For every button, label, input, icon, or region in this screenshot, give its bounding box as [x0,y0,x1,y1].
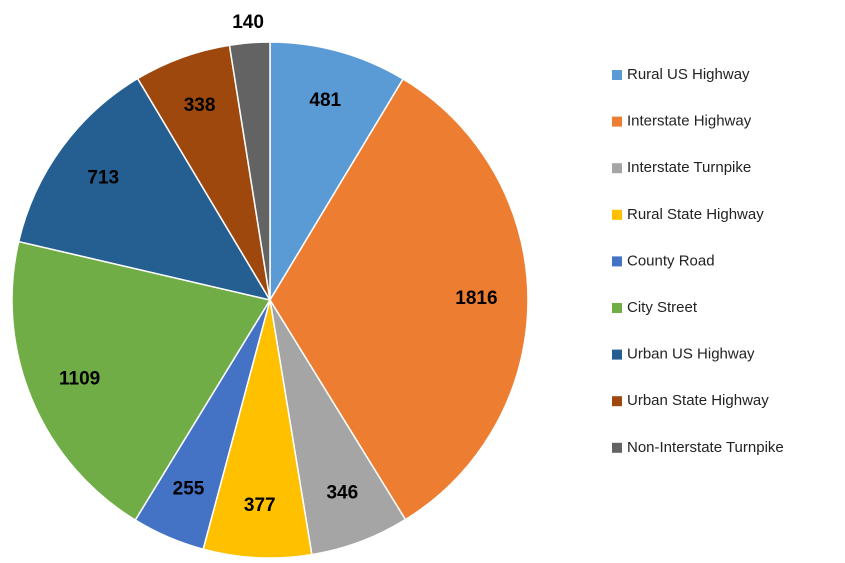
data-label: 338 [184,95,216,116]
legend-label: Interstate Turnpike [627,159,751,176]
legend-swatch [612,256,622,267]
legend-label: Rural State Highway [627,206,764,223]
legend-label: Interstate Highway [627,113,752,130]
legend-swatch [612,163,622,174]
data-label: 1109 [59,369,100,390]
legend-swatch [612,442,622,453]
legend-label: City Street [627,299,698,316]
legend-label: Urban State Highway [627,392,769,409]
data-label: 255 [173,479,205,500]
pie-slice [202,299,313,559]
legend-label: Non-Interstate Turnpike [627,439,784,456]
legend-swatch [612,116,622,127]
legend-swatch [612,209,622,220]
data-label: 140 [232,12,264,33]
data-label: 481 [309,90,341,111]
legend-swatch [612,70,622,80]
legend-swatch [612,303,622,313]
data-label: 1816 [455,288,497,309]
pie-slice [228,41,271,301]
pie-slice [269,41,405,303]
legend-label: County Road [627,252,715,269]
legend-label: Urban US Highway [627,346,755,363]
legend-swatch [612,396,622,407]
pie-slice [269,77,529,521]
legend-label: Rural US Highway [627,66,750,83]
data-label: 377 [244,495,276,516]
data-label: 346 [326,482,358,503]
legend-swatch [612,349,622,360]
data-label: 713 [87,167,119,188]
pie-slice [17,77,272,302]
pie-slice [11,240,272,522]
